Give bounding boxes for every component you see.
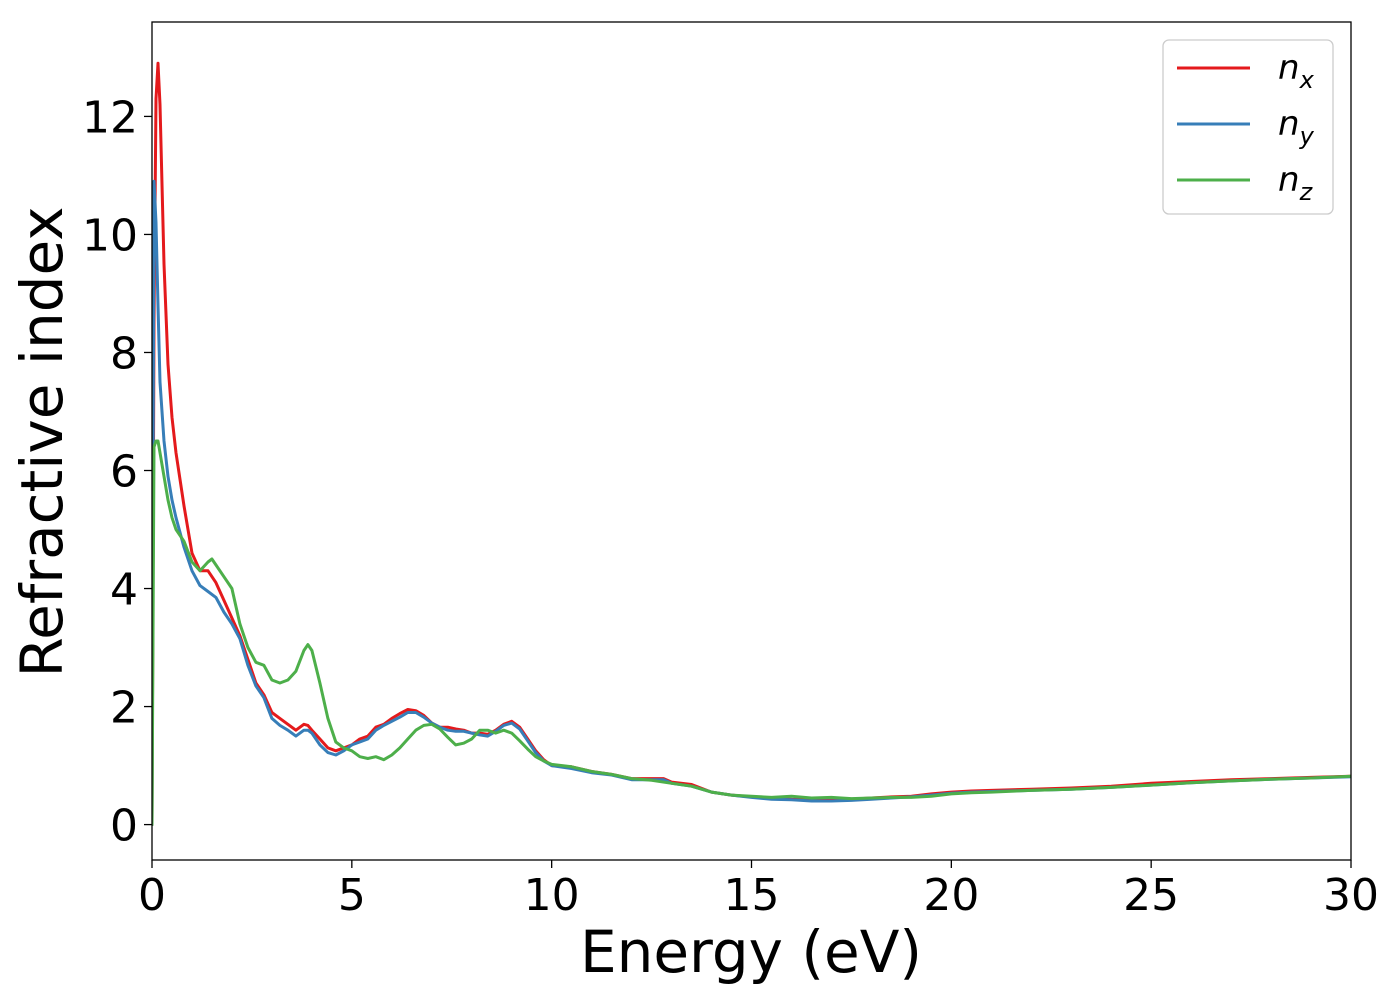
legend-label-y: ny <box>1278 104 1315 150</box>
series-line-z <box>152 439 1351 827</box>
y-tick-label: 4 <box>110 565 138 616</box>
x-tick-label: 20 <box>923 870 979 921</box>
y-tick-label: 6 <box>110 447 138 498</box>
x-tick-label: 30 <box>1323 870 1379 921</box>
x-tick-label: 15 <box>724 870 780 921</box>
y-tick-label: 2 <box>110 683 138 734</box>
x-tick-label: 25 <box>1123 870 1179 921</box>
x-tick-label: 5 <box>338 870 366 921</box>
series-group <box>152 61 1351 827</box>
y-axis: 0 2 4 6 8 10 12 <box>82 92 152 852</box>
y-tick-label: 8 <box>110 328 138 379</box>
y-axis-label: Refractive index <box>8 206 76 677</box>
legend-label-x: nx <box>1278 48 1315 94</box>
y-tick-label: 12 <box>82 92 138 143</box>
y-tick-label: 0 <box>110 801 138 852</box>
legend: nx ny nz <box>1162 39 1334 215</box>
legend-label-z: nz <box>1278 160 1314 206</box>
legend-box <box>1162 39 1334 215</box>
x-axis-label: Energy (eV) <box>580 918 922 986</box>
x-tick-label: 10 <box>524 870 580 921</box>
x-axis: 0 5 10 15 20 25 30 <box>138 860 1379 921</box>
y-tick-label: 10 <box>82 210 138 261</box>
x-tick-label: 0 <box>138 870 166 921</box>
